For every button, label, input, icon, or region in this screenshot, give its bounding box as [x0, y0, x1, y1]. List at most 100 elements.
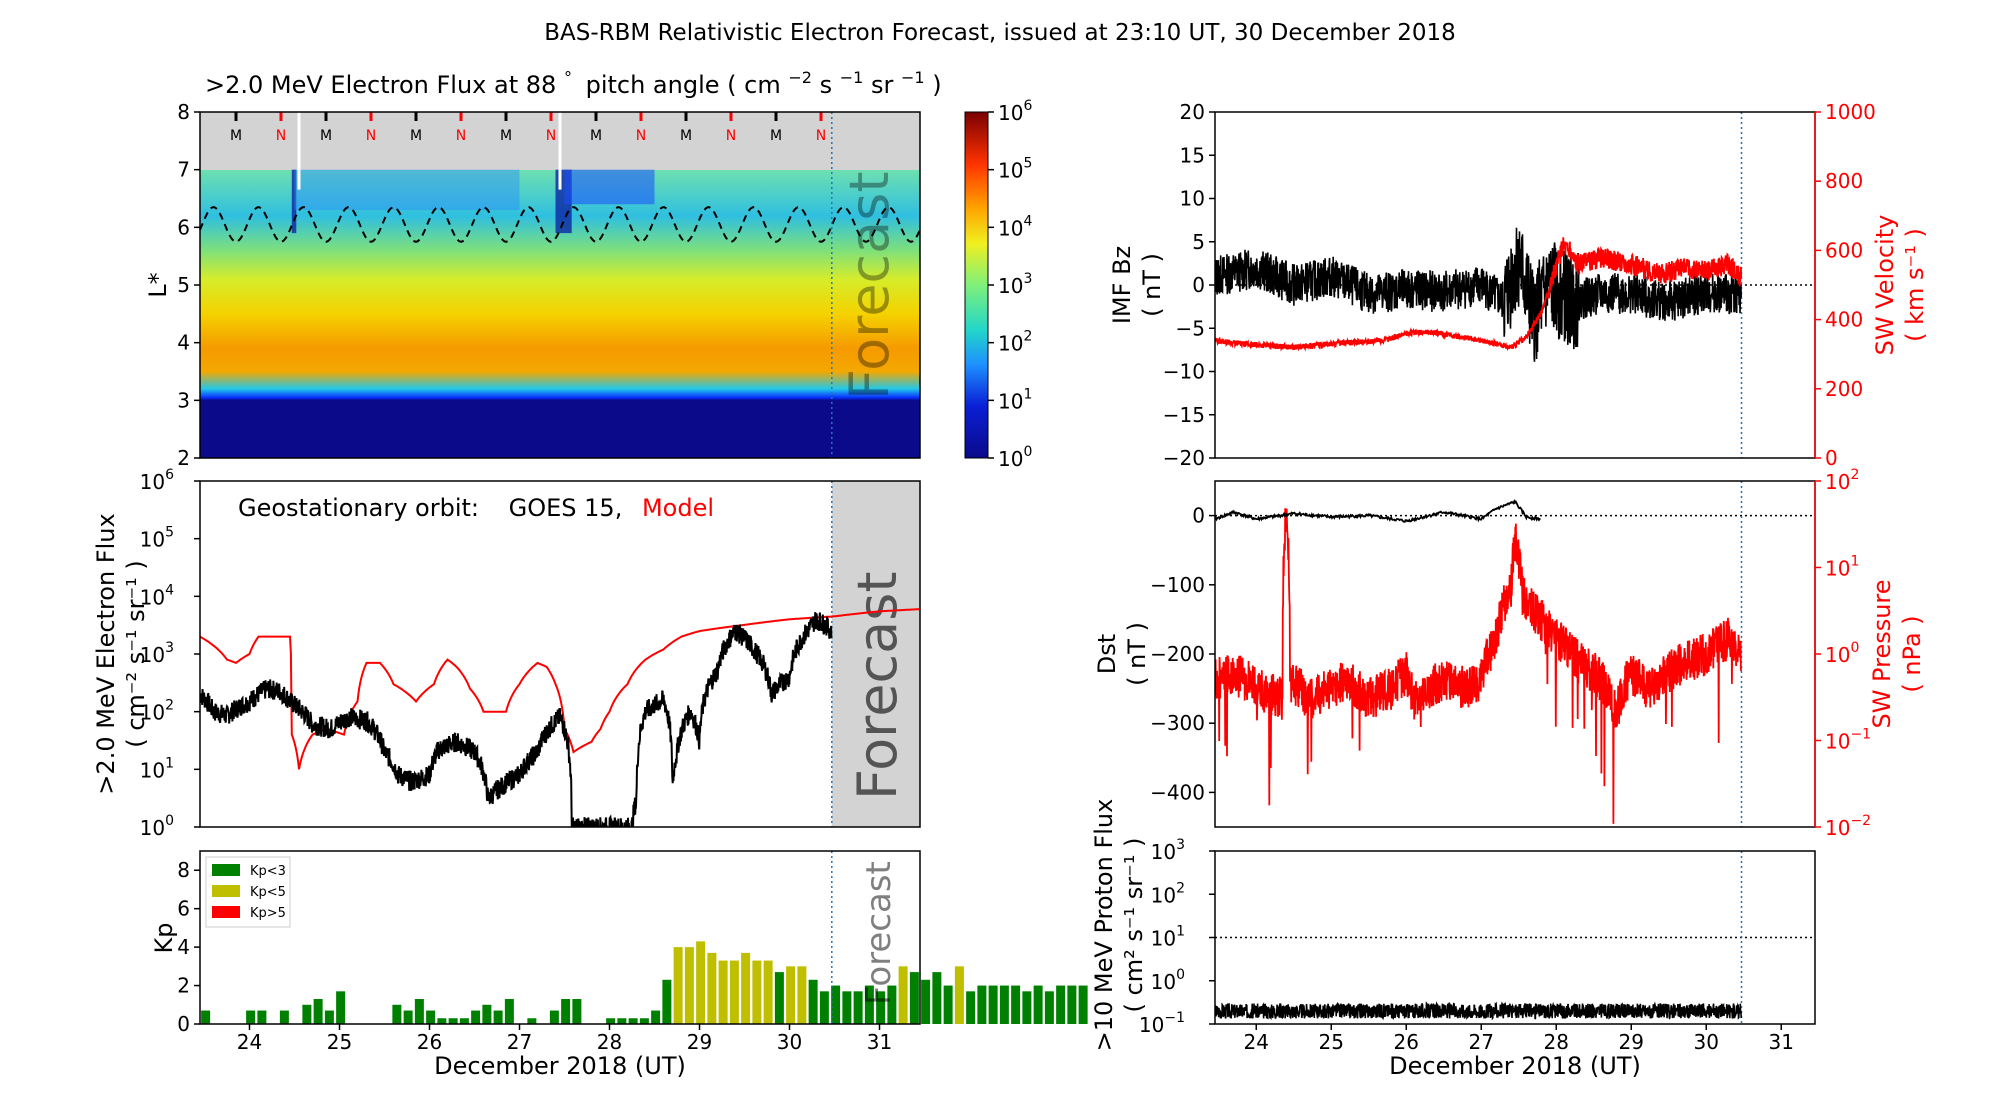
left-xtick-label: 31	[867, 1030, 892, 1054]
kp-bar	[898, 966, 908, 1024]
right-xtick-label: 31	[1769, 1030, 1794, 1054]
kp-bar	[887, 985, 897, 1024]
kp-bar	[651, 1010, 661, 1024]
geo-goes-series	[200, 612, 833, 827]
dst-ytick-label: −100	[1150, 573, 1205, 597]
lstar-ytick-label: 6	[177, 215, 190, 239]
kp-bar	[831, 985, 841, 1024]
psw-ylabel-line2: ( nPa )	[1898, 615, 1926, 692]
bz-ylabel-line2: ( nT )	[1138, 253, 1166, 317]
dst-ytick-label: 0	[1192, 504, 1205, 528]
kp-bar	[549, 1010, 559, 1024]
lstar-ytick-label: 5	[177, 273, 190, 297]
lstar-title-unit-a: pitch angle ( cm	[586, 71, 781, 99]
mn-marker-label: M	[230, 128, 242, 144]
kp-bar	[819, 991, 829, 1024]
psw-ytick-label: 102	[1825, 467, 1859, 494]
kp-bar	[752, 960, 762, 1024]
lstar-ytick-label: 8	[177, 100, 190, 124]
geo-ylabel-line2: ( cm⁻² s⁻¹ sr⁻¹ )	[122, 560, 150, 748]
kp-bar	[921, 979, 931, 1024]
bz-ytick-label: −10	[1163, 360, 1205, 384]
kp-bar	[403, 1010, 413, 1024]
lstar-title-unit-d: )	[932, 71, 941, 99]
colorbar-tick-exp: 1	[1023, 386, 1032, 402]
colorbar-tick-label: 102	[998, 329, 1032, 356]
lstar-title-unit-b: s	[820, 71, 833, 99]
vsw-ytick-label: 200	[1825, 377, 1863, 401]
colorbar-tick-label: 100	[998, 444, 1032, 471]
lstar-ytick-label: 3	[177, 388, 190, 412]
kp-bar	[246, 1010, 256, 1024]
kp-bar	[988, 985, 998, 1024]
proton-ylabel-line2: ( cm² s⁻¹ sr⁻¹ )	[1120, 838, 1148, 1013]
proton-ytick-label: 101	[1151, 924, 1185, 951]
kp-bar	[336, 991, 346, 1024]
lstar-title-unit-c: sr	[871, 71, 894, 99]
kp-bar	[448, 1018, 458, 1024]
colorbar-tick-label: 103	[998, 271, 1032, 298]
right-xtick-label: 25	[1319, 1030, 1344, 1054]
geo-ytick-exp: 6	[165, 467, 174, 483]
kp-bar	[493, 1010, 503, 1024]
kp-bar	[561, 999, 571, 1024]
kp-bar	[741, 952, 751, 1024]
kp-axes-frame	[199, 850, 921, 1025]
geo-ytick-exp: 4	[165, 582, 174, 598]
mn-marker-label: N	[636, 128, 646, 144]
lstar-forecast-text: Forecast	[838, 172, 901, 401]
psw-ytick-exp: 2	[1850, 467, 1859, 483]
proton-ytick-exp: 1	[1176, 924, 1185, 940]
kp-bar	[617, 1018, 627, 1024]
kp-bar	[876, 991, 886, 1024]
kp-bar	[257, 1010, 267, 1024]
kp-bar	[774, 972, 784, 1024]
geo-forecast-region	[831, 481, 920, 827]
lstar-title: >2.0 MeV Electron Flux at 88 ° pitch ang…	[205, 61, 942, 99]
kp-bar	[943, 985, 953, 1024]
vsw-ytick-label: 400	[1825, 308, 1863, 332]
proton-ytick-label: 100	[1151, 967, 1185, 994]
kp-bar	[1044, 991, 1054, 1024]
lstar-ytick-label: 7	[177, 158, 190, 182]
colorbar-tick-exp: 4	[1023, 213, 1032, 229]
kp-bar	[696, 941, 706, 1024]
kp-bar	[662, 979, 672, 1024]
psw-ylabel-line1: SW Pressure	[1868, 579, 1896, 728]
lstar-ytick-label: 2	[177, 446, 190, 470]
colorbar-tick-exp: 2	[1023, 329, 1032, 345]
mn-marker-label: N	[726, 128, 736, 144]
vsw-ytick-label: 0	[1825, 446, 1838, 470]
kp-bar	[414, 999, 424, 1024]
kp-bar	[201, 1010, 211, 1024]
right-xtick-label: 28	[1544, 1030, 1569, 1054]
kp-legend-swatch	[212, 906, 240, 918]
colorbar-tick-label: 101	[998, 386, 1032, 413]
vsw-ylabel-line1: SW Velocity	[1871, 215, 1899, 356]
proton-ytick-label: 10−1	[1139, 1010, 1185, 1037]
left-xtick-label: 24	[237, 1030, 262, 1054]
geo-ytick-label: 106	[140, 467, 174, 494]
kp-bar	[628, 1018, 638, 1024]
geo-ytick-exp: 1	[165, 755, 174, 771]
kp-forecast-text: Forecast	[859, 861, 899, 1005]
kp-bar	[808, 979, 818, 1024]
left-xtick-label: 30	[777, 1030, 802, 1054]
kp-bar	[279, 1010, 289, 1024]
right-xtick-label: 30	[1694, 1030, 1719, 1054]
dst-series	[1215, 498, 1541, 523]
lstar-title-deg: °	[564, 68, 572, 87]
kp-legend-label: Kp>5	[250, 906, 286, 921]
kp-bar	[392, 1004, 402, 1024]
right-xtick-label: 29	[1619, 1030, 1644, 1054]
proton-ytick-exp: 0	[1176, 967, 1185, 983]
psw-ytick-exp: 0	[1850, 640, 1859, 656]
colorbar-tick-exp: 6	[1023, 98, 1032, 114]
psw-ytick-exp: −2	[1850, 813, 1871, 829]
vsw-ytick-label: 600	[1825, 238, 1863, 262]
geo-annotation-model: Model	[642, 494, 714, 522]
kp-ytick-label: 2	[177, 974, 190, 998]
lstar-panel: >2.0 MeV Electron Flux at 88 ° pitch ang…	[144, 61, 942, 470]
